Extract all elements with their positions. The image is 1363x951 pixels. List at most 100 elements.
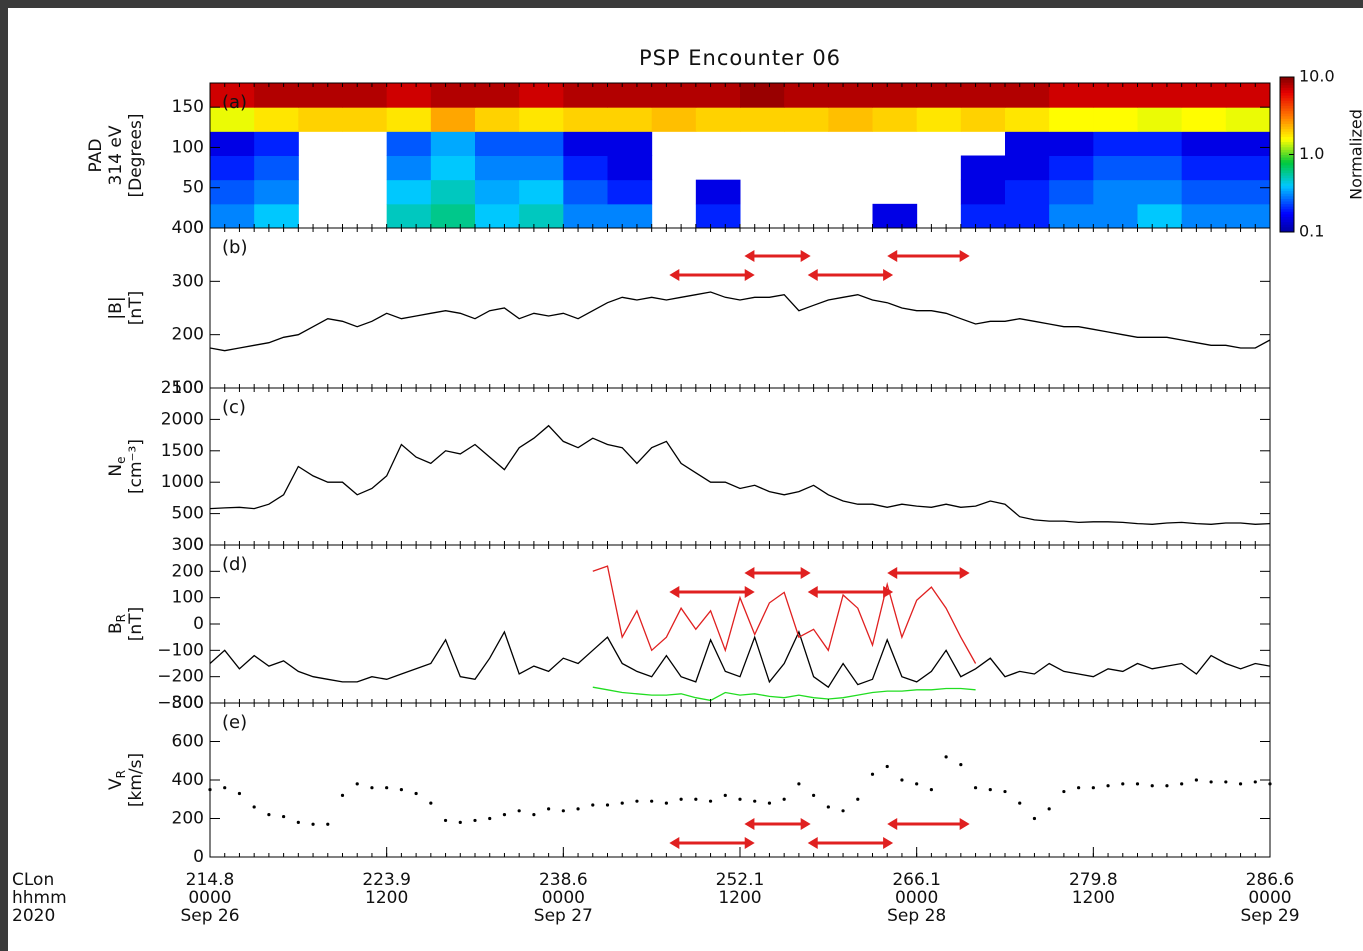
scatter-point (915, 782, 919, 786)
heatmap-cell (651, 83, 697, 108)
scatter-point (959, 763, 963, 767)
scatter-point (429, 801, 433, 805)
y-axis-label-main: N (106, 464, 126, 477)
colorbar-step (1280, 224, 1294, 228)
scatter-point (502, 813, 507, 817)
heatmap-cell (1049, 179, 1094, 205)
colorbar-step (1280, 131, 1294, 135)
scatter-point (856, 797, 860, 801)
scatter-point (1135, 782, 1140, 786)
heatmap-cell (828, 107, 873, 132)
y-axis-label: BR (106, 614, 128, 634)
scatter-point (988, 788, 992, 792)
scatter-point (885, 764, 889, 769)
heatmap-cell (1005, 131, 1050, 156)
colorbar-step (1280, 229, 1294, 233)
heatmap-cell (960, 83, 1006, 108)
colorbar-step (1280, 79, 1294, 83)
heatmap-cell (1225, 131, 1270, 156)
y-axis-label: Ne (106, 456, 128, 476)
heatmap-cell (563, 83, 608, 108)
y-axis-label-sub: R (114, 614, 128, 622)
heatmap-cell (695, 179, 741, 205)
x-tick-date: Sep 26 (180, 906, 239, 926)
y-tick-label: 200 (172, 809, 204, 829)
heatmap-cell (1049, 155, 1094, 181)
scatter-point (812, 793, 816, 798)
scatter-point (458, 820, 462, 824)
arrow-head (887, 567, 970, 579)
x-axis-label: hhmm (12, 888, 67, 908)
heatmap-cell (1049, 131, 1094, 156)
colorbar-step (1280, 213, 1294, 217)
heatmap-cell (1225, 155, 1270, 181)
y-tick-label: 100 (172, 137, 204, 157)
x-axis-label: CLon (12, 870, 54, 890)
heatmap-cell (1225, 83, 1270, 108)
heatmap-cell (1005, 83, 1050, 108)
y-tick-label: 0 (193, 218, 204, 238)
x-axis-label: 2020 (12, 906, 55, 926)
heatmap-cell (298, 107, 343, 132)
heatmap-cell (386, 179, 432, 205)
heatmap-cell (607, 179, 653, 205)
heatmap-cell (1137, 155, 1183, 181)
heatmap-cell (695, 83, 741, 108)
heatmap-cell (386, 131, 432, 156)
heatmap-cell (872, 83, 918, 108)
y-tick-label: 0 (193, 847, 204, 867)
heatmap-cell (254, 107, 299, 132)
colorbar-step (1280, 110, 1294, 114)
heatmap-cell (1093, 131, 1138, 156)
arrow-head (669, 586, 755, 598)
heatmap-cell (563, 179, 608, 205)
heatmap-cell (1093, 203, 1138, 228)
colorbar-step (1280, 190, 1294, 194)
heatmap-cell (254, 131, 299, 156)
heatmap-cell (1093, 107, 1138, 132)
y-tick-label: 1500 (161, 441, 204, 461)
heatmap-cell (475, 131, 520, 156)
panel: −300 −200 −100 0 100 200 300 (d) BR[nT] (106, 535, 1271, 713)
scatter-point (414, 791, 418, 796)
y-tick-label: 300 (172, 535, 204, 555)
scatter-point (1209, 780, 1213, 784)
series-line (210, 424, 1270, 525)
colorbar-step (1280, 84, 1294, 88)
heatmap-cell (430, 179, 476, 205)
colorbar-step (1280, 154, 1294, 158)
colorbar-tick-label: 10.0 (1299, 67, 1335, 86)
scatter-point (517, 809, 521, 813)
heatmap-cell (1137, 131, 1183, 156)
y-tick-label: −300 (157, 693, 204, 713)
colorbar-step (1280, 211, 1294, 215)
heatmap-cell (740, 107, 785, 132)
heatmap-cell (740, 83, 785, 108)
scatter-point (1047, 807, 1051, 811)
arrow-head (669, 269, 755, 281)
y-tick-label: 50 (182, 178, 204, 198)
y-tick-label: 2500 (161, 378, 204, 398)
colorbar-step (1280, 97, 1294, 101)
heatmap-cell (1225, 179, 1270, 205)
heatmap-cell (1049, 107, 1094, 132)
colorbar-step (1280, 87, 1294, 91)
scatter-point (753, 799, 757, 803)
colorbar-label: Normalized (1347, 109, 1363, 200)
colorbar-step (1280, 102, 1294, 106)
colorbar-step (1280, 92, 1294, 96)
series-line (592, 565, 977, 664)
scatter-point (900, 778, 904, 782)
colorbar-step (1280, 108, 1294, 112)
scatter-point (1032, 816, 1037, 821)
scatter-point (223, 786, 227, 790)
scatter-point (1003, 789, 1007, 794)
scatter-point (797, 782, 801, 786)
scatter-point (635, 799, 639, 803)
scatter-point (841, 809, 845, 813)
colorbar-step (1280, 208, 1294, 212)
y-axis-label-main: B (106, 622, 126, 634)
heatmap-cell (430, 131, 476, 156)
x-tick-label: 214.8 (186, 870, 235, 890)
